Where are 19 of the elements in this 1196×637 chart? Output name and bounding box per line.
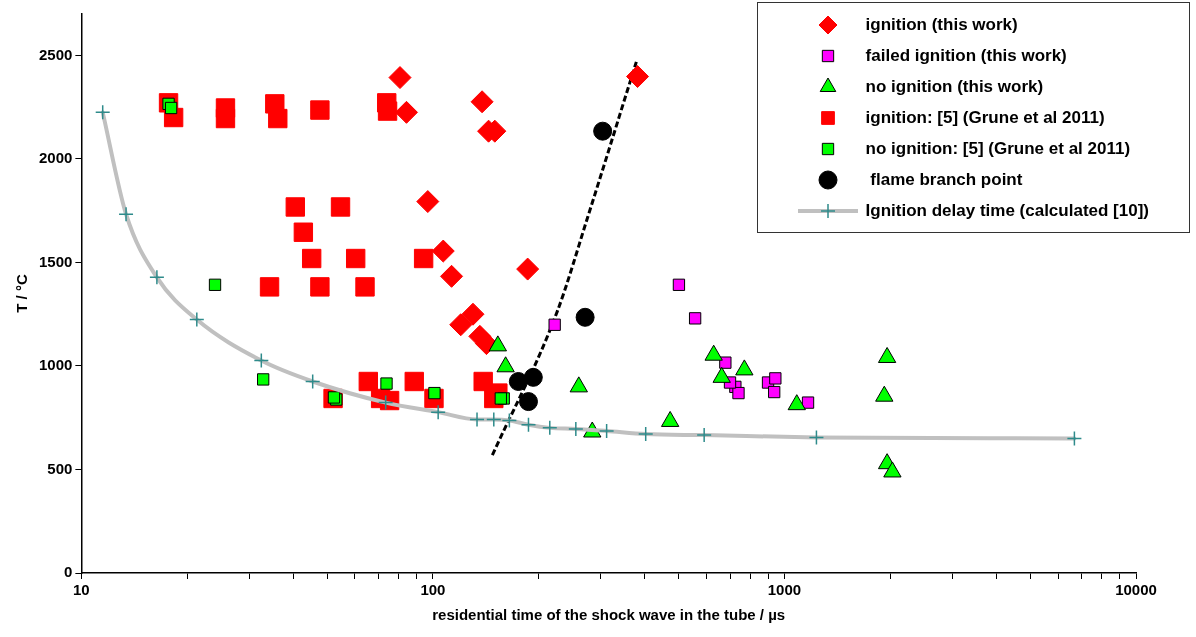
x-tick-label: 10000: [1115, 581, 1157, 599]
legend-label: no ignition: [5] (Grune et al 2011): [865, 138, 1131, 159]
legend-label: flame branch point: [869, 169, 1023, 190]
x-tick-label: 10: [73, 581, 90, 599]
legend-label: ignition (this work): [865, 14, 1018, 35]
legend-label: ignition: [5] (Grune et al 2011): [865, 107, 1105, 128]
y-tick-label: 2000: [38, 149, 73, 167]
y-tick-label: 2500: [38, 45, 73, 63]
y-tick-label: 500: [47, 459, 73, 477]
legend-label: failed ignition (this work): [865, 45, 1067, 66]
legend-label: no ignition (this work): [865, 76, 1044, 97]
x-axis-title: residential time of the shock wave in the tube / µs: [432, 606, 786, 624]
y-tick-label: 1500: [38, 252, 73, 270]
x-tick-label: 1000: [767, 581, 802, 599]
y-tick-label: 1000: [38, 356, 73, 374]
y-tick-label: 0: [64, 563, 73, 581]
y-axis-title: T / °C: [13, 274, 31, 313]
legend-label: Ignition delay time (calculated [10]): [865, 200, 1149, 221]
x-tick-label: 100: [420, 581, 446, 599]
